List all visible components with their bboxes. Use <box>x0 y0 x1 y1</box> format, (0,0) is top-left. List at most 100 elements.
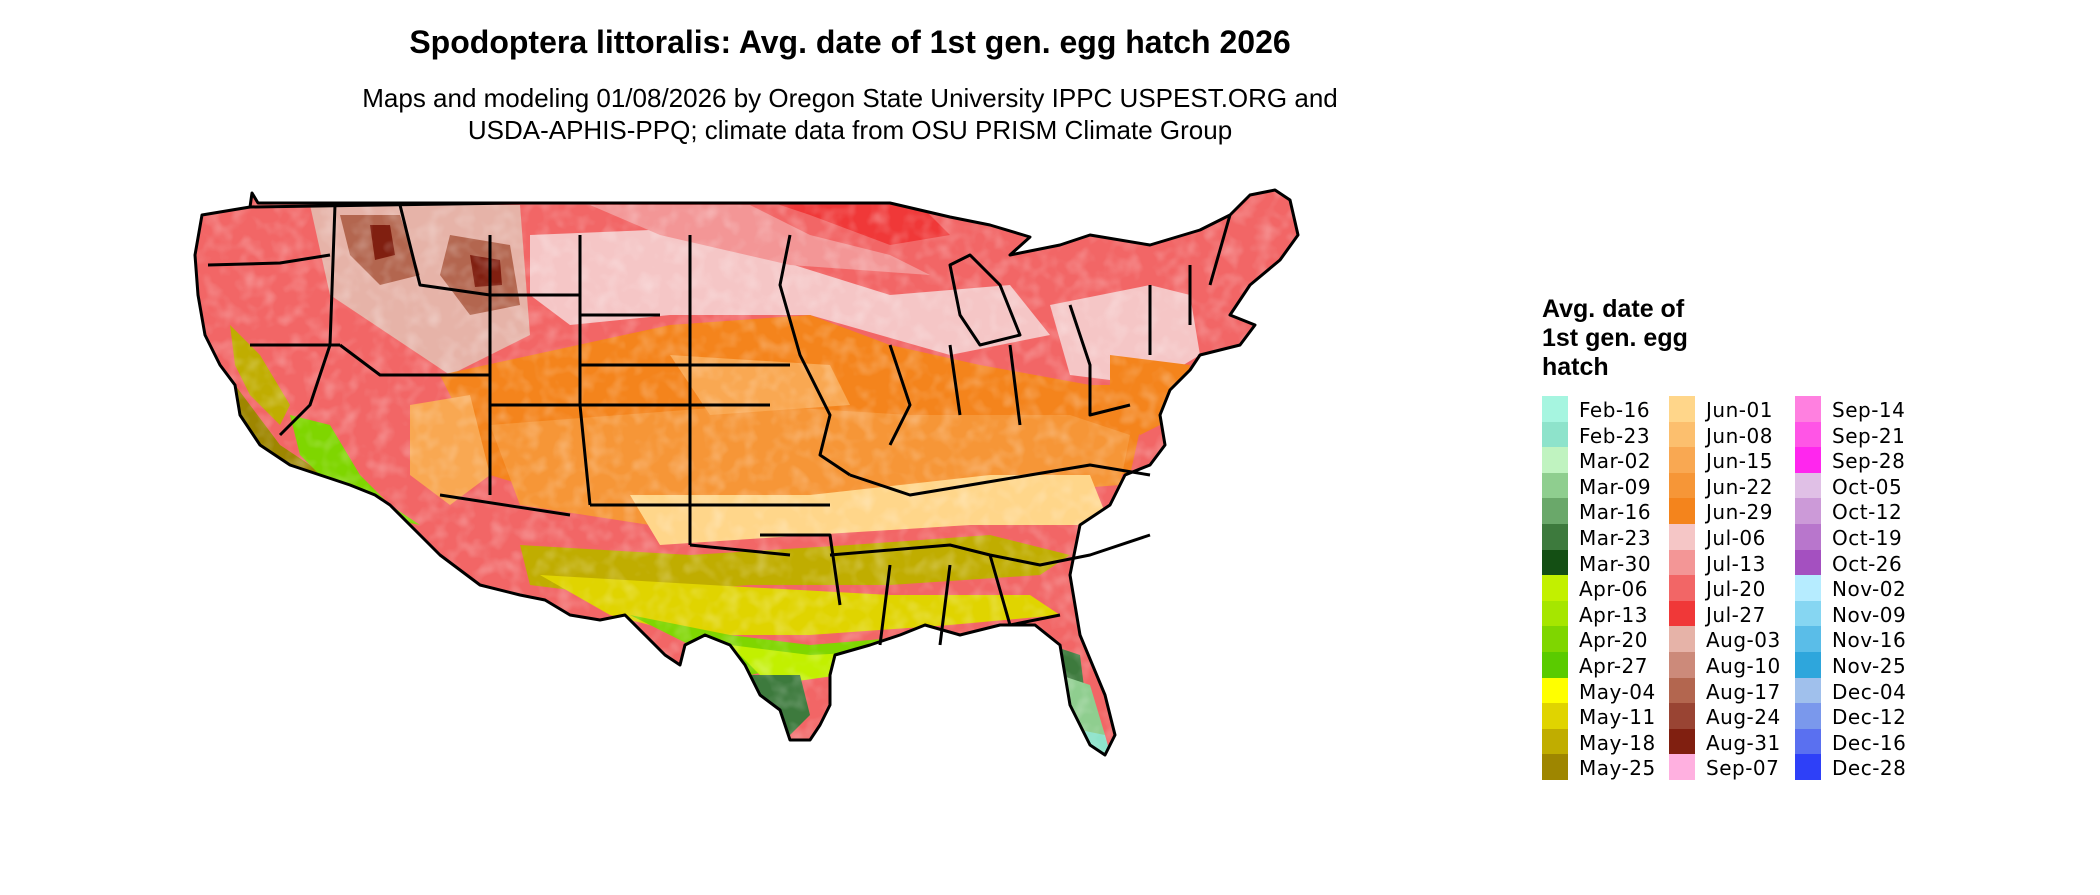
us-hatch-date-map <box>193 188 1300 757</box>
legend-swatch <box>1669 447 1695 473</box>
legend-label: Oct-05 <box>1832 474 1903 499</box>
legend-item: Jul-13 <box>1669 549 1794 576</box>
legend-swatch <box>1669 703 1695 729</box>
legend-label: Dec-28 <box>1832 756 1907 781</box>
legend-swatch <box>1795 703 1821 729</box>
legend-column: Jun-01 Jun-08 Jun-15 Jun-22 Jun-29 Jul-06 Jul-… <box>1669 396 1794 780</box>
legend-label: Dec-12 <box>1832 705 1907 730</box>
legend-label: Nov-02 <box>1832 577 1907 602</box>
legend-label: Aug-10 <box>1706 653 1781 678</box>
legend-label: Jun-29 <box>1706 500 1773 525</box>
legend-label: Sep-14 <box>1832 398 1906 422</box>
legend-swatch <box>1669 498 1695 524</box>
legend-item: Oct-05 <box>1795 472 1920 499</box>
legend-swatch <box>1669 575 1695 601</box>
legend-label: Jul-20 <box>1706 577 1766 602</box>
legend-swatch <box>1542 754 1568 780</box>
legend-item: Sep-07 <box>1669 754 1794 780</box>
legend-label: Apr-20 <box>1579 628 1648 653</box>
legend-item: Nov-09 <box>1795 600 1920 627</box>
legend-label: Mar-16 <box>1579 500 1652 525</box>
legend-label: Jun-08 <box>1706 423 1773 448</box>
legend-label: Jun-15 <box>1706 449 1773 474</box>
legend-item: Dec-28 <box>1795 754 1920 780</box>
legend-label: Apr-13 <box>1579 602 1648 627</box>
legend-label: Oct-12 <box>1832 500 1903 525</box>
legend-item: Aug-24 <box>1669 703 1794 729</box>
legend-swatch <box>1795 549 1821 576</box>
border-michigan-lp <box>948 253 1022 347</box>
legend-swatch <box>1795 754 1821 780</box>
legend-item: Mar-02 <box>1542 447 1667 473</box>
legend-title-line: Avg. date of <box>1542 295 1685 323</box>
legend-swatch <box>1669 523 1695 550</box>
legend-label: May-25 <box>1579 756 1656 781</box>
legend-item: Oct-26 <box>1795 549 1920 576</box>
legend-swatch <box>1542 421 1568 448</box>
legend-swatch <box>1542 396 1568 422</box>
legend-swatch <box>1542 626 1568 652</box>
legend-swatch <box>1795 447 1821 473</box>
legend-item: Jul-20 <box>1669 575 1794 601</box>
legend-swatch <box>1542 549 1568 576</box>
border-horizontals <box>439 293 830 557</box>
legend-item: Mar-23 <box>1542 523 1667 550</box>
legend-item: Jun-01 <box>1669 396 1794 422</box>
legend-label: Dec-16 <box>1832 730 1907 755</box>
legend-swatch <box>1669 421 1695 448</box>
legend-label: Apr-27 <box>1579 653 1648 678</box>
map-title: Spodoptera littoralis: Avg. date of 1st … <box>409 24 1291 60</box>
legend-item: Aug-31 <box>1669 728 1794 755</box>
legend-item: Oct-12 <box>1795 498 1920 524</box>
legend-item: Apr-20 <box>1542 626 1667 652</box>
legend-item: Sep-28 <box>1795 447 1920 473</box>
legend-label: Nov-25 <box>1832 653 1907 678</box>
legend-item: Aug-10 <box>1669 651 1794 678</box>
legend-item: Aug-03 <box>1669 626 1794 652</box>
legend-swatch <box>1669 626 1695 652</box>
legend-label: May-11 <box>1579 705 1656 730</box>
legend-label: Oct-19 <box>1832 525 1903 550</box>
legend-item: Oct-19 <box>1795 523 1920 550</box>
legend-item: May-11 <box>1542 703 1667 729</box>
legend-item: Jun-22 <box>1669 472 1794 499</box>
legend-swatch <box>1669 549 1695 576</box>
legend-label: May-18 <box>1579 730 1656 755</box>
legend-item: Apr-13 <box>1542 600 1667 627</box>
legend-item: Dec-04 <box>1795 677 1920 704</box>
legend-item: Feb-23 <box>1542 421 1667 448</box>
legend-swatch <box>1669 728 1695 755</box>
legend-item: Dec-16 <box>1795 728 1920 755</box>
legend-label: Aug-03 <box>1706 628 1781 653</box>
legend-column: Feb-16 Feb-23 Mar-02 Mar-09 Mar-16 Mar-23 Mar-… <box>1542 396 1667 780</box>
legend-label: Feb-23 <box>1579 423 1651 448</box>
legend-item: Feb-16 <box>1542 396 1667 422</box>
legend-swatch <box>1542 447 1568 473</box>
legend-swatch <box>1795 677 1821 704</box>
legend-label: Jul-27 <box>1706 602 1766 627</box>
legend-swatch <box>1669 472 1695 499</box>
subtitle-line: USDA-APHIS-PPQ; climate data from OSU PR… <box>467 115 1233 145</box>
legend-swatch <box>1542 575 1568 601</box>
legend-swatch <box>1542 703 1568 729</box>
subtitle-line: Maps and modeling 01/08/2026 by Oregon S… <box>362 83 1338 113</box>
legend-label: Mar-09 <box>1579 474 1652 499</box>
legend-label: Jul-06 <box>1706 525 1766 550</box>
legend-item: Sep-14 <box>1795 396 1920 422</box>
border-northeast <box>1148 214 1232 355</box>
legend-label: Mar-23 <box>1579 525 1652 550</box>
legend-label: Sep-07 <box>1706 756 1780 781</box>
legend-item: Nov-16 <box>1795 626 1920 652</box>
legend-label: Aug-31 <box>1706 730 1781 755</box>
legend-label: May-04 <box>1579 679 1656 704</box>
legend-item: Apr-06 <box>1542 575 1667 601</box>
border-west-divides <box>207 204 492 437</box>
legend-item: Dec-12 <box>1795 703 1920 729</box>
border-southern <box>760 533 1151 646</box>
legend-item: Nov-25 <box>1795 651 1920 678</box>
legend-item: Jun-15 <box>1669 447 1794 473</box>
legend-label: Dec-04 <box>1832 679 1907 704</box>
legend-item: May-18 <box>1542 728 1667 755</box>
legend-swatch <box>1795 472 1821 499</box>
legend-title-line: hatch <box>1542 353 1609 381</box>
